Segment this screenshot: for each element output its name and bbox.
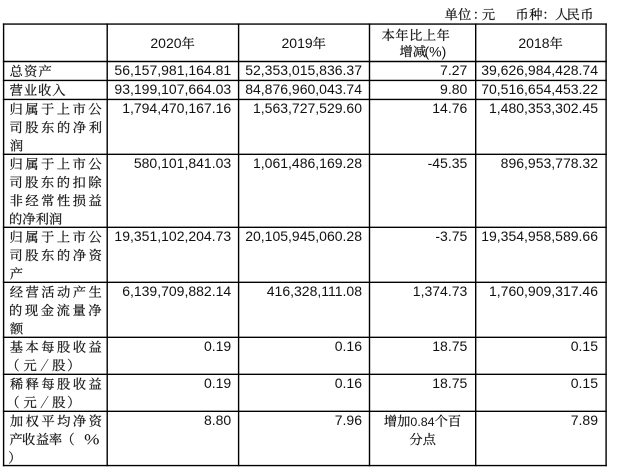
svg-text:1,374.73: 1,374.73 — [413, 283, 468, 299]
svg-text:84,876,960,043.74: 84,876,960,043.74 — [245, 81, 362, 97]
svg-text:52,353,015,836.37: 52,353,015,836.37 — [245, 62, 362, 78]
svg-text:6,139,709,882.14: 6,139,709,882.14 — [122, 283, 231, 299]
svg-text:1,480,353,302.45: 1,480,353,302.45 — [489, 100, 598, 116]
svg-text:-45.35: -45.35 — [428, 155, 468, 171]
svg-text:0.16: 0.16 — [335, 375, 362, 391]
svg-text:39,626,984,428.74: 39,626,984,428.74 — [481, 62, 598, 78]
svg-text:8.80: 8.80 — [204, 412, 231, 428]
svg-text:1,794,470,167.16: 1,794,470,167.16 — [122, 100, 231, 116]
svg-text:7.89: 7.89 — [571, 412, 598, 428]
svg-text:0.19: 0.19 — [204, 375, 231, 391]
svg-text:(%): (%) — [425, 43, 447, 59]
svg-text:18.75: 18.75 — [432, 375, 467, 391]
svg-text:19,354,958,589.66: 19,354,958,589.66 — [481, 228, 598, 244]
svg-text:7.96: 7.96 — [335, 412, 362, 428]
svg-text:0.15: 0.15 — [571, 375, 598, 391]
svg-text:56,157,981,164.81: 56,157,981,164.81 — [114, 62, 231, 78]
svg-text:416,328,111.08: 416,328,111.08 — [267, 283, 362, 299]
svg-text:7.27: 7.27 — [440, 62, 467, 78]
svg-text:0.15: 0.15 — [571, 338, 598, 354]
svg-text:19,351,102,204.73: 19,351,102,204.73 — [114, 228, 231, 244]
svg-text:0.19: 0.19 — [204, 338, 231, 354]
svg-text:1,563,727,529.60: 1,563,727,529.60 — [253, 100, 362, 116]
svg-text:-3.75: -3.75 — [435, 228, 467, 244]
svg-text:1,061,486,169.28: 1,061,486,169.28 — [253, 155, 362, 171]
svg-text:14.76: 14.76 — [432, 100, 467, 116]
svg-text:580,101,841.03: 580,101,841.03 — [134, 155, 232, 171]
svg-text:896,953,778.32: 896,953,778.32 — [501, 155, 599, 171]
svg-text:0.16: 0.16 — [335, 338, 362, 354]
svg-text:70,516,654,453.22: 70,516,654,453.22 — [481, 81, 598, 97]
svg-text:1,760,909,317.46: 1,760,909,317.46 — [489, 283, 598, 299]
svg-text:9.80: 9.80 — [440, 81, 467, 97]
svg-text:2019: 2019 — [282, 35, 313, 51]
svg-text:2018: 2018 — [518, 35, 549, 51]
svg-text:0.84: 0.84 — [410, 415, 434, 429]
svg-text:18.75: 18.75 — [432, 338, 467, 354]
svg-text:2020: 2020 — [150, 35, 181, 51]
svg-text:20,105,945,060.28: 20,105,945,060.28 — [245, 228, 362, 244]
svg-text:93,199,107,664.03: 93,199,107,664.03 — [114, 81, 231, 97]
